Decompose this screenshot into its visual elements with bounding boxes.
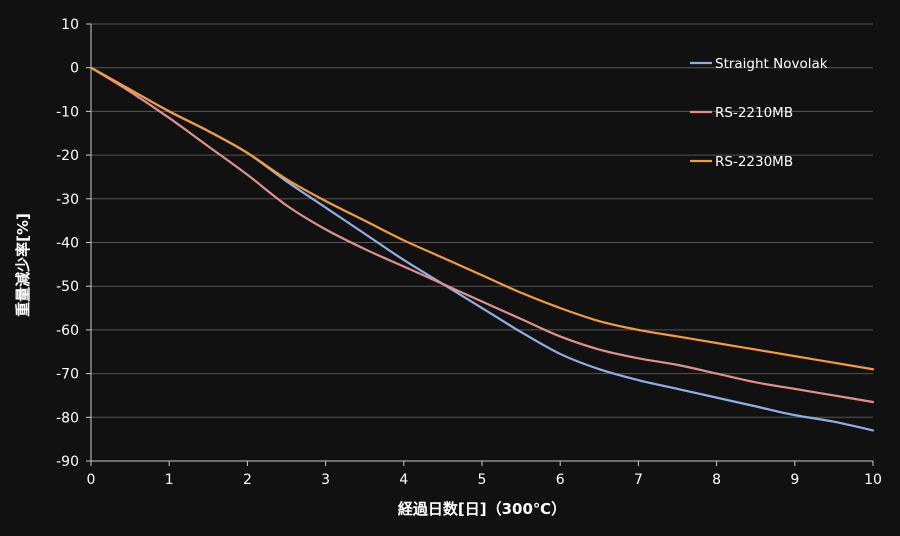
y-tick-label: -50 <box>56 279 79 295</box>
y-tick-label: -80 <box>56 410 79 426</box>
x-tick-label: 5 <box>478 472 487 488</box>
x-tick-label: 7 <box>634 472 643 488</box>
x-tick-label: 8 <box>712 472 721 488</box>
y-tick-label: 0 <box>70 61 79 77</box>
legend-label: RS-2210MB <box>715 105 793 121</box>
x-tick-label: 4 <box>399 472 408 488</box>
y-tick-label: -40 <box>56 236 79 252</box>
y-tick-label: -70 <box>56 367 79 383</box>
x-tick-label: 1 <box>165 472 174 488</box>
y-tick-label: -30 <box>56 192 79 208</box>
y-tick-label: 10 <box>61 17 79 33</box>
y-tick-label: -90 <box>56 454 79 470</box>
series-line-rs-2230mb <box>89 66 875 371</box>
legend-label: Straight Novolak <box>715 56 828 72</box>
y-tick-label: -20 <box>56 148 79 164</box>
y-tick-label: -60 <box>56 323 79 339</box>
axes: 10 0 -10 -20 -30 -40 -50 -60 -70 -80 -90 0 1 2 3 4 5 6 7 8 9… <box>56 17 882 488</box>
x-tick-label: 3 <box>321 472 330 488</box>
x-tick-label: 2 <box>243 472 252 488</box>
x-tick-label: 9 <box>790 472 799 488</box>
x-tick-label: 0 <box>87 472 96 488</box>
legend: Straight Novolak RS-2210MB RS-2230MB <box>690 56 828 170</box>
series-line-rs-2210mb <box>89 66 875 404</box>
x-tick-label: 6 <box>556 472 565 488</box>
legend-label: RS-2230MB <box>715 154 793 170</box>
x-axis-label: 経過日数[日]（300℃） <box>398 500 566 518</box>
y-tick-label: -10 <box>56 104 79 120</box>
y-axis-label: 重量減少率[%] <box>14 213 32 317</box>
series-lines <box>89 66 875 432</box>
x-tick-label: 10 <box>864 472 882 488</box>
